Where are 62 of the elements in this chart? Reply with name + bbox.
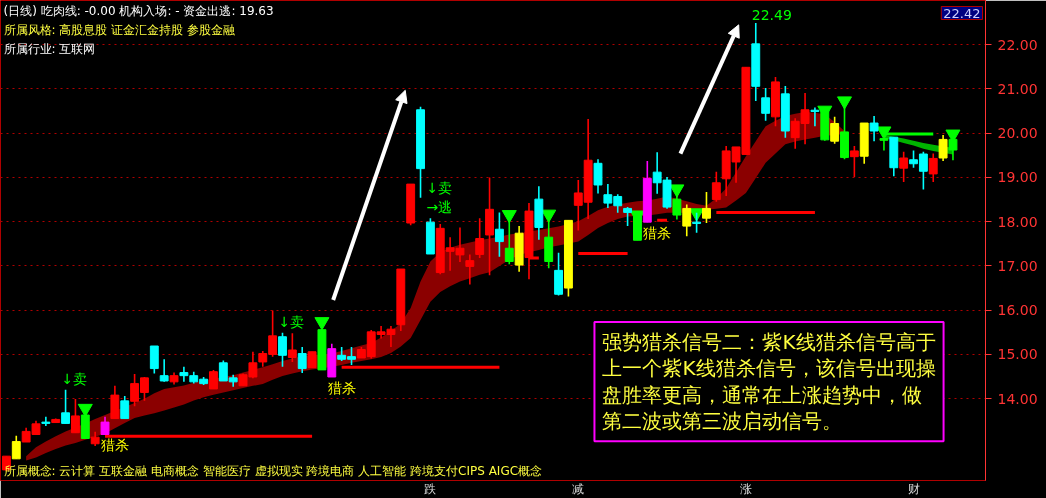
y-tick-label: 16.00: [997, 302, 1038, 319]
annotation: 所属概念: 云计算 互联金融 电商概念 智能医疗 虚拟现实 跨境电商 人工智能 跨境支付CIPS AIGC概念: [3, 463, 543, 478]
annotation: 强势猎杀信号二：紫K线猎杀信号高于上一个紫K线猎杀信号，该信号出现操盘胜率更高，通常在上涨趋势中，做第二波或第三波启动信号。: [602, 330, 936, 434]
candlestick: [761, 87, 771, 122]
text: 猎杀: [327, 379, 356, 396]
candlestick: [41, 415, 51, 427]
y-tick-label: 14.00: [997, 390, 1038, 407]
candlestick: [869, 115, 879, 142]
candlestick: [287, 332, 297, 363]
text: 22.49: [751, 7, 792, 24]
point: [876, 126, 892, 140]
candlestick: [642, 160, 652, 223]
candlestick: [149, 345, 159, 375]
point: [501, 210, 517, 224]
text: 猎杀: [643, 225, 672, 242]
candlestick: [554, 251, 564, 297]
y-tick-label: 21.00: [997, 80, 1038, 97]
point: [77, 403, 93, 417]
candlestick: [692, 212, 702, 234]
text: ↓卖: [278, 313, 305, 330]
y-tick-label: 22.00: [997, 36, 1038, 53]
candlestick: [899, 151, 909, 183]
candlestick: [406, 183, 416, 227]
annotation: 22.42: [943, 5, 981, 21]
candlestick: [485, 176, 494, 277]
candlestick: [711, 170, 721, 203]
y-tick-label: 17.00: [997, 257, 1038, 274]
candlestick: [780, 85, 790, 139]
candlestick: [61, 389, 71, 425]
candlestick: [563, 219, 573, 298]
candlestick: [623, 206, 633, 227]
candlestick: [425, 217, 435, 255]
point: [541, 209, 557, 223]
x-tick-label: 跌: [424, 481, 437, 496]
x-tick-label: 减: [572, 481, 585, 496]
x-tick-label: 财: [907, 481, 920, 496]
candlestick: [209, 369, 218, 390]
candlestick: [849, 145, 859, 178]
candlestick: [593, 158, 603, 195]
candlestick: [830, 116, 840, 145]
chart-title: (日线) 吃肉线: -0.00 机构入场: - 资金出逃: 19.63: [3, 3, 274, 18]
text: 所属风格: 高股息股 证金汇金持股 参股金融: [3, 22, 235, 37]
point: [837, 96, 852, 110]
point: [669, 184, 685, 198]
y-tick-label: 19.00: [997, 169, 1038, 186]
annotation: 所属行业: 互联网: [3, 41, 96, 56]
text: 猎杀: [101, 437, 130, 454]
candlestick: [702, 191, 711, 224]
candlestick: [100, 415, 110, 436]
candlestick: [416, 105, 425, 199]
point: [314, 317, 330, 331]
text: ↓卖 →逃: [426, 179, 453, 216]
x-tick-label: 涨: [739, 481, 752, 496]
y-tick-label: 15.00: [997, 346, 1038, 363]
candlestick: [70, 398, 80, 434]
y-tick-label: 20.00: [997, 125, 1038, 142]
text: ↓卖: [61, 370, 88, 387]
y-tick-label: 18.00: [997, 213, 1038, 230]
candlestick: [771, 76, 780, 127]
candlestick: [307, 350, 317, 369]
candlestick: [278, 331, 287, 368]
candlestick: [475, 217, 485, 259]
